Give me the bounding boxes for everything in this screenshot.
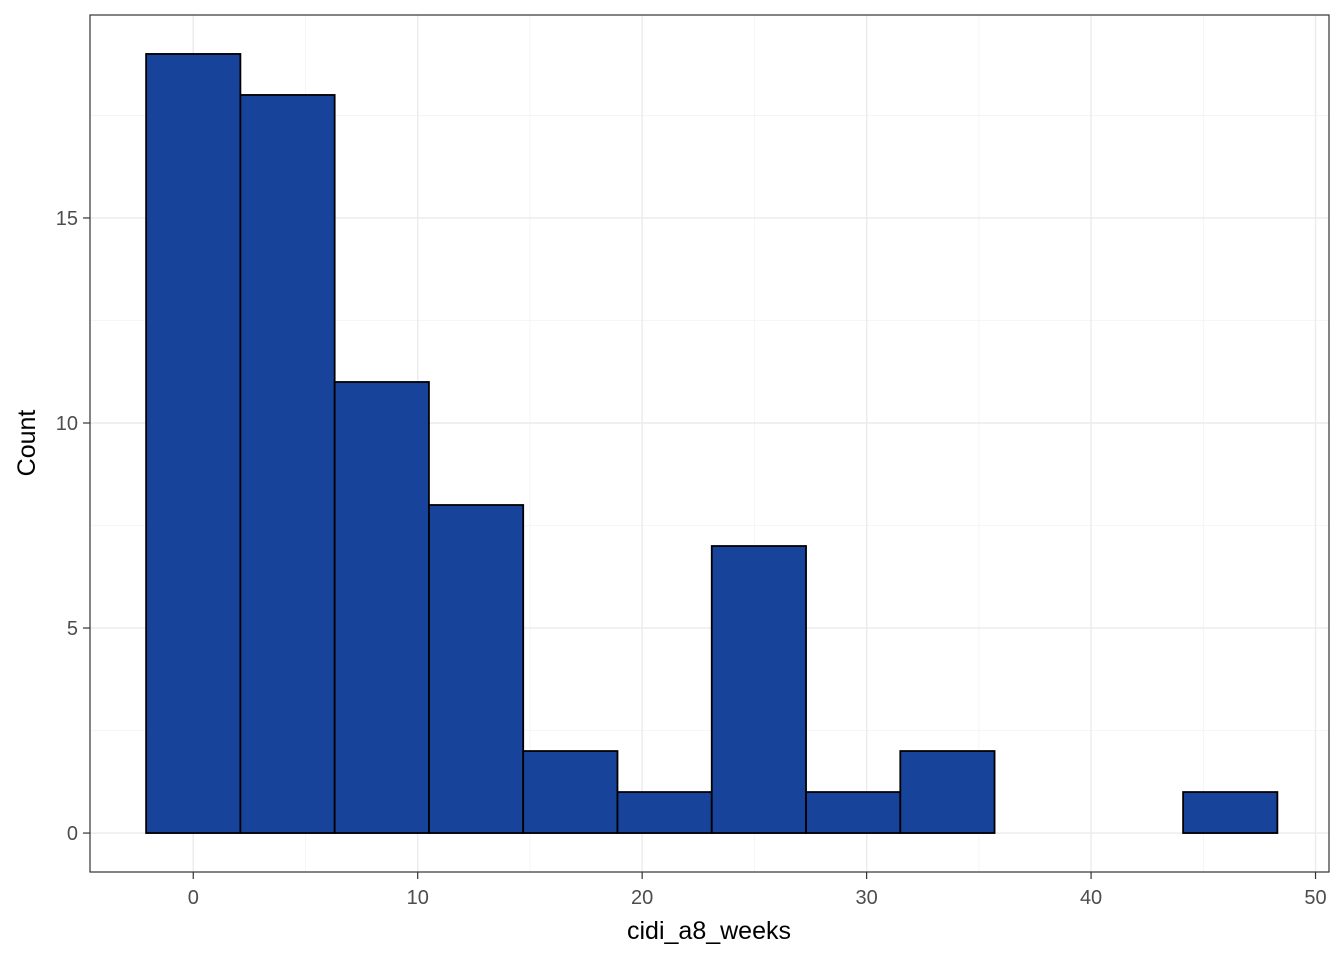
y-tick-label: 10	[56, 413, 78, 435]
x-tick-label: 20	[631, 887, 653, 909]
histogram-bar	[805, 791, 902, 834]
y-tick-label: 15	[56, 208, 78, 230]
x-tick-label: 30	[855, 887, 877, 909]
y-tick-label: 0	[67, 823, 78, 845]
x-tick-label: 50	[1304, 887, 1326, 909]
histogram-bar	[239, 94, 336, 834]
x-tick-label: 40	[1080, 887, 1102, 909]
histogram-bar	[1182, 791, 1279, 834]
histogram-bar	[710, 545, 807, 834]
histogram-bar	[899, 750, 996, 834]
histogram-bar	[145, 53, 242, 834]
y-tick-label: 5	[67, 618, 78, 640]
y-axis-title: Count	[13, 410, 41, 477]
panel-border	[89, 14, 1330, 873]
x-tick-label: 0	[188, 887, 199, 909]
x-axis: 0 10 20 30 40 50	[188, 872, 1327, 909]
histogram-bar	[428, 504, 525, 834]
histogram-bar	[616, 791, 713, 834]
histogram-bar	[333, 381, 430, 834]
x-tick-label: 10	[407, 887, 429, 909]
x-axis-title: cidi_a8_weeks	[627, 917, 791, 945]
histogram-bar	[522, 750, 619, 834]
histogram-bars	[145, 53, 1279, 834]
y-axis: 0 5 10 15	[56, 208, 90, 845]
